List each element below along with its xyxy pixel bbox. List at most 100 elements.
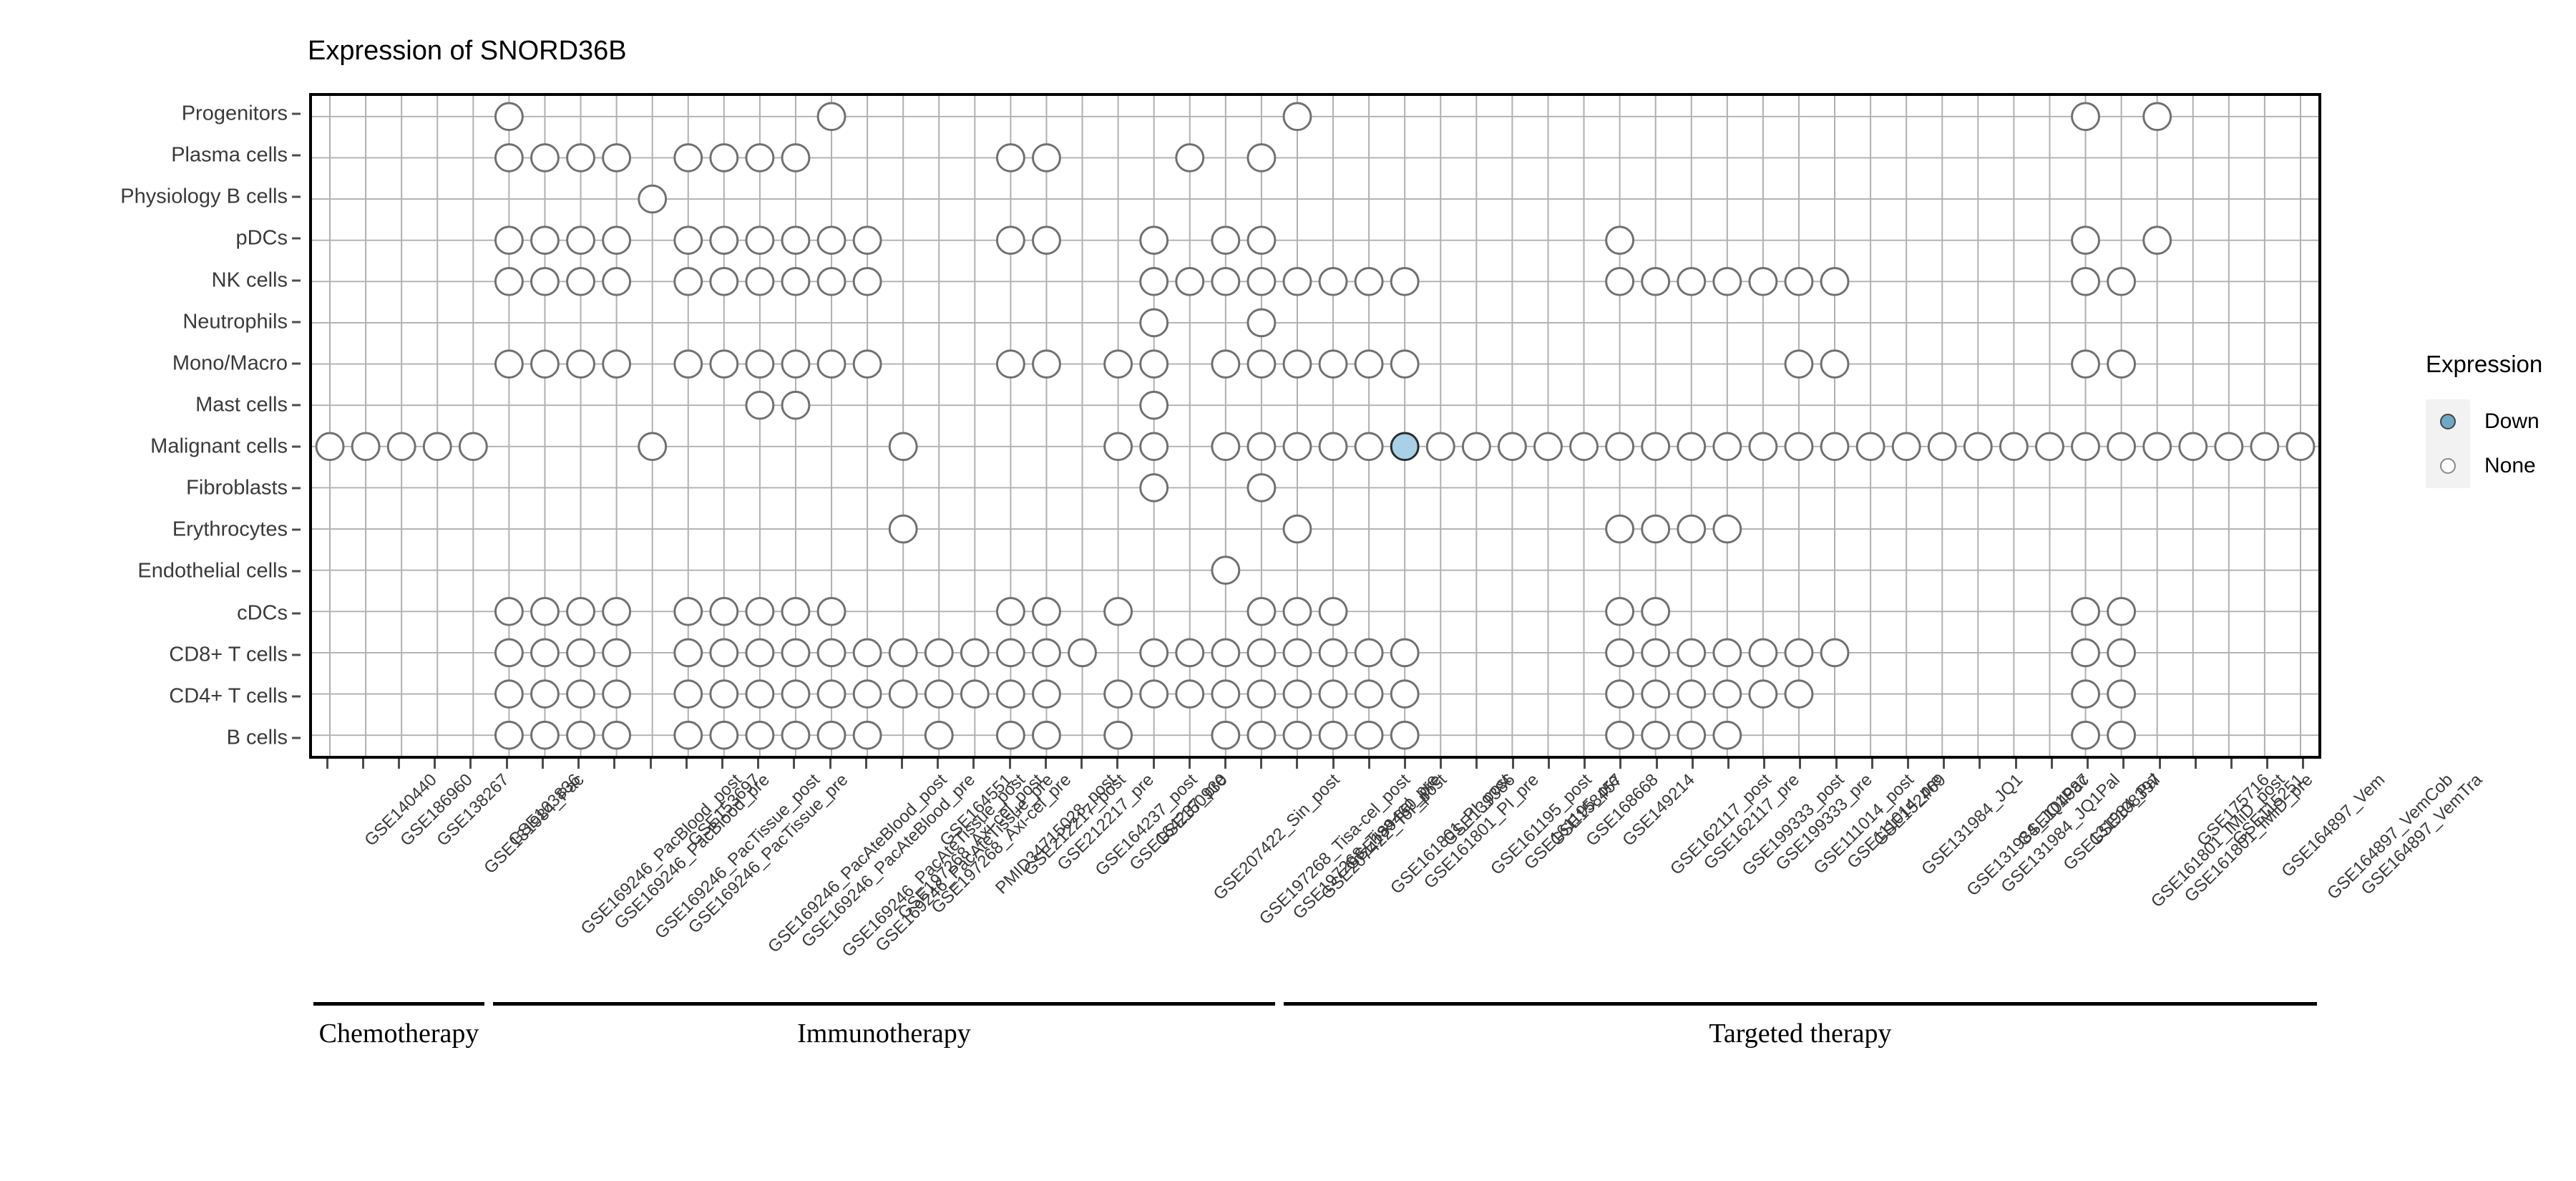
dot-marker[interactable]	[530, 638, 560, 668]
dot-marker[interactable]	[1139, 638, 1169, 668]
dot-marker[interactable]	[1246, 308, 1277, 338]
dot-marker[interactable]	[2107, 596, 2137, 626]
dot-marker[interactable]	[2035, 432, 2064, 462]
dot-marker[interactable]	[1103, 720, 1133, 750]
dot-marker[interactable]	[2178, 432, 2208, 462]
dot-marker[interactable]	[458, 432, 488, 462]
dot-marker[interactable]	[781, 349, 811, 379]
dot-marker[interactable]	[1712, 679, 1742, 709]
dot-marker[interactable]	[1497, 432, 1527, 462]
dot-marker[interactable]	[1712, 720, 1742, 750]
dot-marker[interactable]	[494, 638, 524, 668]
dot-marker[interactable]	[494, 679, 524, 709]
dot-marker[interactable]	[2071, 638, 2100, 668]
dot-marker[interactable]	[709, 596, 739, 626]
dot-marker[interactable]	[1641, 720, 1671, 750]
dot-marker[interactable]	[2250, 432, 2280, 462]
dot-marker[interactable]	[995, 720, 1025, 750]
dot-marker[interactable]	[709, 225, 739, 256]
dot-marker[interactable]	[816, 679, 847, 709]
dot-marker[interactable]	[1748, 679, 1778, 709]
dot-marker[interactable]	[1641, 638, 1671, 668]
dot-marker[interactable]	[1605, 432, 1635, 462]
dot-marker[interactable]	[709, 349, 739, 379]
dot-marker[interactable]	[2107, 720, 2137, 750]
dot-marker[interactable]	[1784, 638, 1814, 668]
dot-marker[interactable]	[1712, 514, 1742, 544]
dot-marker[interactable]	[745, 225, 775, 256]
dot-marker[interactable]	[602, 596, 632, 626]
dot-marker[interactable]	[1032, 720, 1061, 750]
dot-marker[interactable]	[2107, 679, 2137, 709]
dot-marker[interactable]	[816, 266, 847, 296]
dot-marker[interactable]	[1139, 266, 1169, 296]
dot-marker[interactable]	[924, 638, 954, 668]
dot-marker[interactable]	[960, 638, 990, 668]
dot-marker[interactable]	[566, 679, 595, 709]
dot-marker[interactable]	[673, 720, 703, 750]
dot-marker[interactable]	[2285, 432, 2316, 462]
dot-marker[interactable]	[1246, 266, 1277, 296]
dot-marker[interactable]	[1032, 596, 1061, 626]
dot-marker[interactable]	[494, 349, 524, 379]
dot-marker[interactable]	[1712, 638, 1742, 668]
dot-marker[interactable]	[1282, 638, 1312, 668]
dot-marker[interactable]	[2071, 349, 2100, 379]
dot-marker[interactable]	[816, 102, 847, 132]
dot-marker[interactable]	[1103, 679, 1133, 709]
dot-marker[interactable]	[2107, 638, 2137, 668]
dot-marker[interactable]	[745, 638, 775, 668]
dot-marker[interactable]	[781, 596, 811, 626]
dot-marker[interactable]	[1677, 514, 1707, 544]
dot-marker[interactable]	[2214, 432, 2244, 462]
dot-marker[interactable]	[745, 596, 775, 626]
dot-marker[interactable]	[1103, 432, 1133, 462]
dot-marker[interactable]	[745, 720, 775, 750]
dot-marker[interactable]	[530, 225, 560, 256]
dot-marker[interactable]	[1677, 432, 1707, 462]
dot-marker[interactable]	[1282, 102, 1312, 132]
dot-marker[interactable]	[745, 143, 775, 172]
dot-marker[interactable]	[1641, 514, 1671, 544]
dot-marker[interactable]	[1354, 349, 1384, 379]
dot-marker[interactable]	[1354, 266, 1384, 296]
dot-marker[interactable]	[781, 143, 811, 172]
dot-marker[interactable]	[494, 266, 524, 296]
dot-marker[interactable]	[1677, 266, 1707, 296]
dot-marker[interactable]	[1211, 432, 1241, 462]
dot-marker[interactable]	[1461, 432, 1491, 462]
dot-marker[interactable]	[2107, 349, 2137, 379]
dot-marker[interactable]	[602, 638, 632, 668]
dot-marker[interactable]	[995, 143, 1025, 172]
dot-marker[interactable]	[530, 596, 560, 626]
dot-marker[interactable]	[709, 638, 739, 668]
dot-marker[interactable]	[1032, 225, 1061, 256]
dot-marker[interactable]	[2071, 225, 2100, 256]
dot-marker[interactable]	[530, 679, 560, 709]
dot-marker[interactable]	[494, 720, 524, 750]
dot-marker[interactable]	[1246, 432, 1277, 462]
dot-marker[interactable]	[1282, 720, 1312, 750]
dot-marker[interactable]	[1390, 432, 1420, 462]
dot-marker[interactable]	[566, 596, 595, 626]
dot-marker[interactable]	[888, 514, 918, 544]
dot-marker[interactable]	[2142, 102, 2172, 132]
dot-marker[interactable]	[1211, 679, 1241, 709]
dot-marker[interactable]	[1677, 720, 1707, 750]
dot-marker[interactable]	[1605, 514, 1635, 544]
dot-marker[interactable]	[781, 390, 811, 420]
dot-marker[interactable]	[1784, 266, 1814, 296]
dot-marker[interactable]	[1354, 638, 1384, 668]
dot-marker[interactable]	[852, 266, 882, 296]
dot-marker[interactable]	[1318, 596, 1348, 626]
dot-marker[interactable]	[852, 638, 882, 668]
dot-marker[interactable]	[673, 266, 703, 296]
dot-marker[interactable]	[781, 266, 811, 296]
dot-marker[interactable]	[1211, 555, 1241, 585]
dot-marker[interactable]	[781, 679, 811, 709]
dot-marker[interactable]	[1282, 349, 1312, 379]
dot-marker[interactable]	[1677, 638, 1707, 668]
dot-marker[interactable]	[2142, 432, 2172, 462]
dot-marker[interactable]	[673, 679, 703, 709]
dot-marker[interactable]	[1139, 473, 1169, 502]
